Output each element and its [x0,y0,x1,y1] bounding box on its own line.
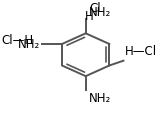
Text: NH₂: NH₂ [18,37,40,51]
Text: Cl: Cl [89,2,101,15]
Text: H—Cl: H—Cl [125,45,157,58]
Text: H: H [85,10,94,23]
Text: NH₂: NH₂ [88,6,111,19]
Text: NH₂: NH₂ [88,92,111,105]
Text: Cl—H: Cl—H [1,34,33,47]
